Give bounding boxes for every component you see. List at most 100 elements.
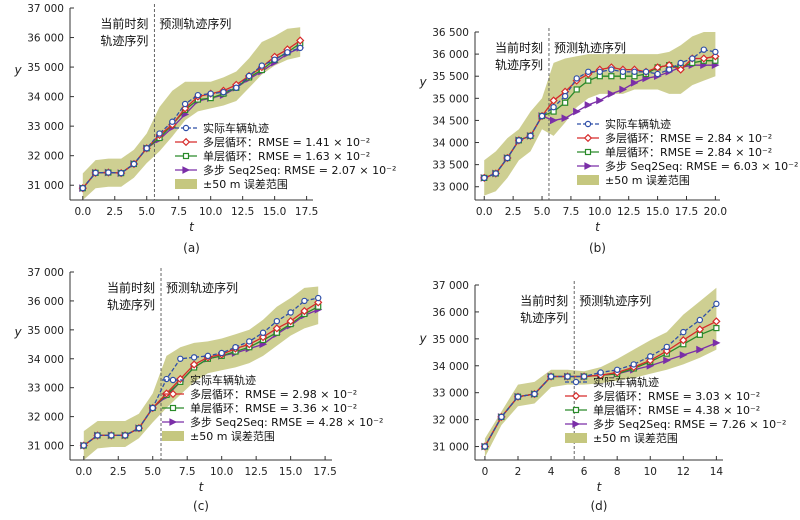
- subplot-a-ytick-label: 37 000: [27, 3, 64, 15]
- subplot-d-ytick-label: 31 000: [432, 442, 469, 454]
- subplot-c-series-1-point: [80, 442, 87, 449]
- subplot-a-annotation-current-2: 轨迹序列: [100, 33, 148, 48]
- subplot-b-series-1-point: [492, 170, 500, 177]
- subplot-c-series-2-point: [272, 324, 281, 333]
- subplot-b-legend-band-swatch: [577, 175, 599, 185]
- subplot-c-xtick-label: 5.0: [144, 466, 161, 478]
- subplot-b-xtick-label: 5.0: [534, 206, 551, 218]
- subplot-b-series-1-point: [608, 66, 615, 73]
- subplot-b-series-2-point: [711, 52, 720, 61]
- subplot-b-series-1-point: [561, 92, 569, 100]
- subplot-d-series-1-point: [531, 390, 538, 398]
- subplot-b-series-2-point: [676, 65, 685, 74]
- subplot-b-xtick-label: 17.5: [675, 206, 698, 218]
- subplot-a-xtick-label: 15.0: [263, 206, 286, 218]
- subplot-c-ytick-label: 31 000: [27, 441, 64, 453]
- subplot-c-series-2-point: [300, 306, 309, 316]
- subplot-a-legend-label: 多步 Seq2Seq: RMSE = 2.07 × 10⁻²: [203, 163, 396, 177]
- subplot-b-series-4-point: [607, 90, 616, 98]
- subplot-b-legend-band-label: ±50 m 误差范围: [605, 173, 690, 187]
- subplot-b-series-4-point: [549, 116, 558, 125]
- subplot-d-label: (d): [591, 499, 608, 513]
- subplot-d-ytick-label: 34 000: [432, 361, 469, 373]
- subplot-b-series-2-point: [699, 54, 708, 63]
- subplot-b-series-1-point: [677, 59, 684, 67]
- subplot-b-ytick-label: 33 500: [432, 160, 469, 172]
- subplot-b-series-1-point: [538, 112, 546, 120]
- subplot-d-series-1-point: [580, 373, 588, 380]
- subplot-d-legend-marker: [572, 420, 581, 428]
- subplot-d-xtick-label: 8: [614, 466, 621, 478]
- subplot-b-legend-marker: [584, 148, 592, 156]
- subplot-d-series-1-point: [564, 373, 571, 380]
- subplot-d-series-1-point: [680, 328, 687, 336]
- subplot-b-xtick-label: 7.5: [563, 206, 580, 218]
- subplot-a-legend-label: 单层循环：RMSE = 1.63 × 10⁻²: [203, 150, 370, 163]
- subplot-c-legend-marker: [168, 389, 178, 399]
- subplot-c-series-1-point: [287, 309, 294, 316]
- subplot-c-annotation-current-2: 轨迹序列: [107, 297, 155, 312]
- subplot-d-series-1-point: [597, 369, 604, 376]
- subplot-a-series-1-point: [79, 184, 86, 192]
- subplot-a-label: (a): [183, 241, 200, 255]
- subplot-d-series-1-point: [481, 443, 489, 450]
- subplot-b-xtick-label: 0.0: [476, 206, 493, 218]
- subplot-d-ytick-label: 35 000: [432, 334, 469, 346]
- subplot-c-xtick-label: 0.0: [75, 466, 92, 478]
- subplot-a-legend-band-swatch: [175, 179, 197, 189]
- subplot-b-series-1-point: [596, 68, 604, 75]
- subplot-c-ytick-label: 36 000: [27, 296, 64, 308]
- subplot-b-series-3-point: [585, 77, 592, 84]
- subplot-a-series-1-point: [233, 84, 240, 91]
- subplot-d-legend-band-swatch: [565, 433, 587, 443]
- subplot-b-series-1-point: [689, 55, 696, 62]
- subplot-d-xtick-label: 2: [515, 466, 522, 478]
- subplot-c-series-1-point: [108, 432, 115, 439]
- subplot-b-series-1-point: [504, 154, 511, 162]
- subplot-a-legend-label: 实际车辆轨迹: [203, 121, 269, 135]
- subplot-b-ytick-label: 34 500: [432, 115, 469, 127]
- subplot-b-legend-marker: [584, 120, 592, 128]
- subplot-a-ytick-label: 35 000: [27, 62, 64, 74]
- subplot-b-series-3-point: [573, 86, 580, 93]
- subplot-d-series-2-point: [695, 325, 705, 334]
- subplot-a-series-1-point: [169, 118, 176, 125]
- subplot-c-xtick-label: 17.5: [313, 466, 336, 478]
- subplot-d-series-4-point: [696, 345, 704, 354]
- subplot-b-series-1-point: [665, 66, 673, 73]
- subplot-b-label: (b): [589, 241, 606, 255]
- subplot-d-series-1-point: [630, 361, 637, 368]
- subplot-d-ytick-label: 36 000: [432, 307, 469, 319]
- subplot-d-series-1-point: [713, 300, 720, 308]
- subplot-a-series-1-point: [105, 169, 112, 176]
- subplot-a-legend-marker: [182, 124, 190, 132]
- subplot-b-series-4-point: [561, 114, 570, 123]
- subplot-b-series-4-point: [630, 78, 639, 87]
- subplot-c-ytick-label: 34 000: [27, 354, 64, 366]
- subplot-d-series-1-point: [647, 353, 654, 360]
- subplot-b-xtick-label: 15.0: [646, 206, 669, 218]
- subplot-d-series-4-point: [712, 339, 721, 347]
- subplot-a-annotation-predicted: 预测轨迹序列: [159, 16, 231, 31]
- subplot-c-xtick-label: 15.0: [279, 466, 302, 478]
- subplot-b-x-axis-label: t: [595, 220, 601, 234]
- subplot-c-label: (c): [193, 499, 209, 513]
- subplot-c-error-band: [83, 286, 319, 460]
- subplot-b-series-2-point: [549, 96, 558, 105]
- subplot-c-legend-label: 多层循环：RMSE = 2.98 × 10⁻²: [190, 387, 357, 401]
- subplot-c-series-1-point: [204, 352, 212, 360]
- subplot-a-series-1-point: [271, 56, 278, 63]
- subplot-c-series-1-point: [232, 344, 239, 351]
- subplot-c-series-2-point: [258, 332, 268, 342]
- subplot-a-x-axis-label: t: [189, 220, 195, 234]
- subplot-d-annotation-current-2: 轨迹序列: [520, 310, 568, 325]
- subplot-d-ytick-label: 33 000: [432, 388, 469, 400]
- subplot-b-series-4-point: [573, 107, 581, 116]
- subplot-c-series-1-point: [273, 317, 281, 325]
- subplot-c-ytick-label: 33 000: [27, 383, 64, 395]
- subplot-c-series-1-point: [135, 424, 143, 432]
- subplot-a-series-1-point: [284, 49, 291, 56]
- subplot-a-series-2-point: [296, 36, 305, 45]
